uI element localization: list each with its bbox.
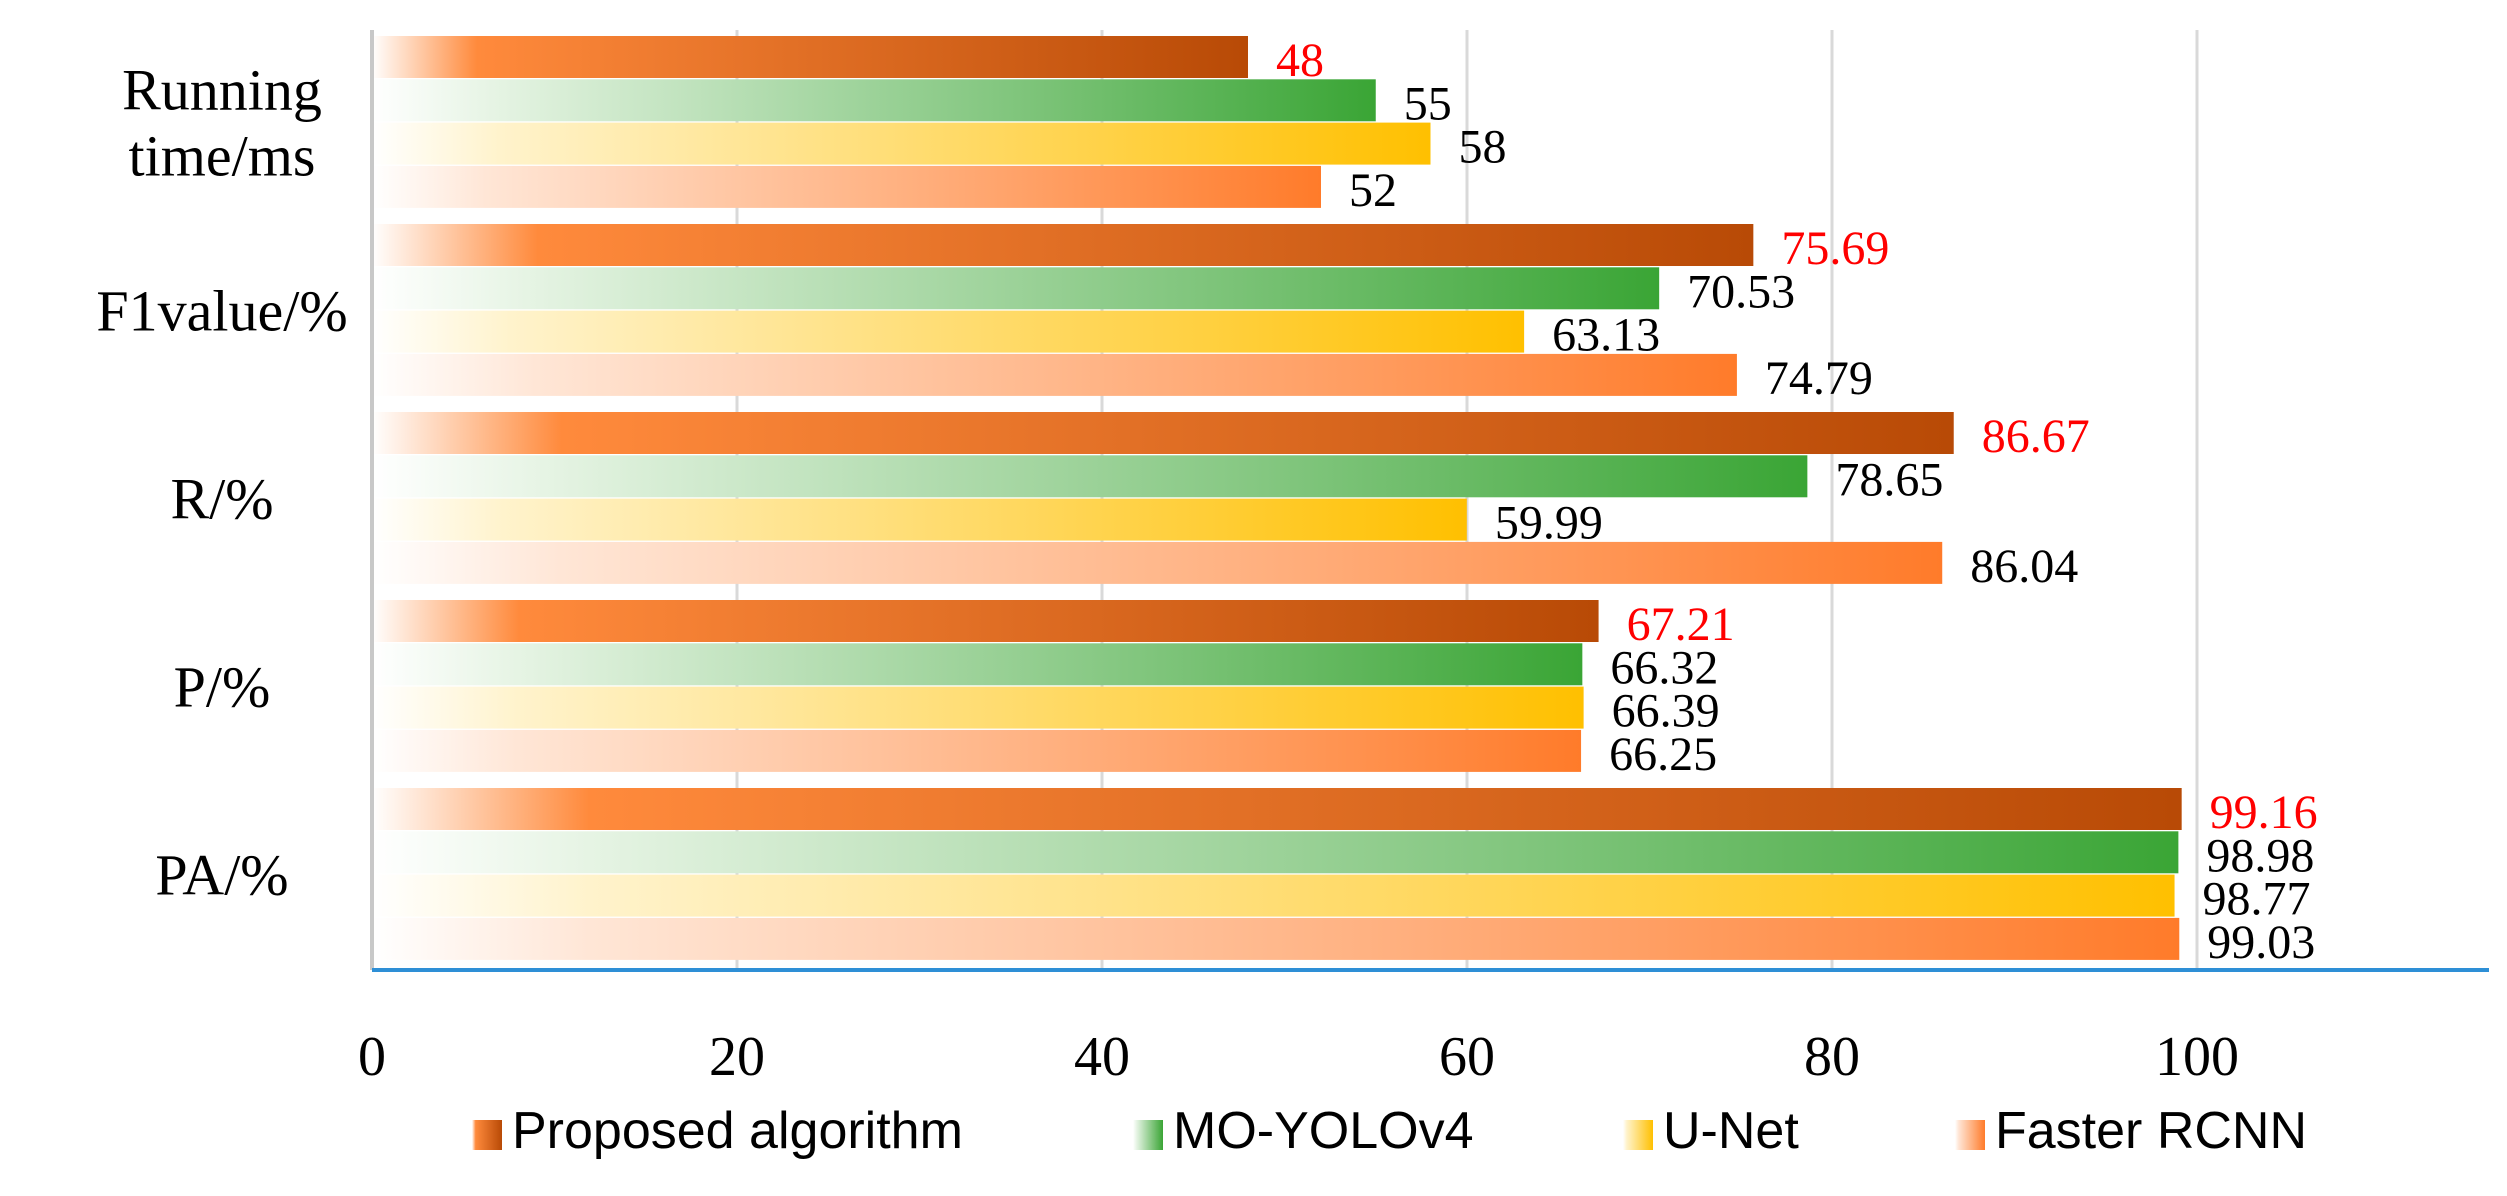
value-label-u-net-p: 66.39 [1612, 685, 1720, 738]
value-label-proposed-algorithm-running-time-ms: 48 [1276, 34, 1324, 87]
category-label-r: R/% [170, 467, 273, 532]
category-label-running-time-ms: Running time/ms [122, 58, 322, 189]
value-label-mo-yolov4-pa: 98.98 [2206, 829, 2314, 882]
value-label-mo-yolov4-r: 78.65 [1835, 453, 1943, 506]
x-tick-label-80: 80 [1804, 1026, 1860, 1088]
value-label-faster-rcnn-pa: 99.03 [2207, 916, 2315, 969]
x-tick-label-40: 40 [1074, 1026, 1130, 1088]
bar-proposed-algorithm-r [372, 412, 1954, 454]
value-label-u-net-f1value: 63.13 [1552, 309, 1660, 362]
bar-mo-yolov4-r [372, 455, 1808, 498]
legend-label-mo-yolov4: MO-YOLOv4 [1173, 1102, 1474, 1160]
bar-faster-rcnn-pa [372, 917, 2180, 960]
x-tick-label-0: 0 [358, 1026, 386, 1088]
value-label-proposed-algorithm-r: 86.67 [1982, 410, 2090, 463]
value-label-proposed-algorithm-p: 67.21 [1627, 598, 1735, 651]
value-label-mo-yolov4-p: 66.32 [1610, 641, 1718, 694]
category-label-pa: PA/% [155, 843, 288, 908]
value-label-faster-rcnn-p: 66.25 [1609, 728, 1717, 781]
bar-faster-rcnn-f1value [372, 353, 1737, 396]
legend: Proposed algorithm MO-YOLOv4 U-Net Faster R… [472, 1102, 2307, 1160]
bar-mo-yolov4-f1value [372, 267, 1660, 310]
bar-proposed-algorithm-f1value [372, 224, 1754, 266]
legend-swatch-u-net [1623, 1120, 1653, 1150]
bar-faster-rcnn-r [372, 541, 1943, 584]
legend-label-u-net: U-Net [1663, 1102, 1799, 1160]
value-label-proposed-algorithm-pa: 99.16 [2210, 786, 2318, 839]
legend-label-faster-rcnn: Faster RCNN [1995, 1102, 2307, 1160]
value-label-faster-rcnn-f1value: 74.79 [1765, 352, 1873, 405]
bar-u-net-r [372, 498, 1467, 541]
legend-swatch-mo-yolov4 [1133, 1120, 1163, 1150]
x-tick-label-100: 100 [2155, 1026, 2239, 1088]
value-label-faster-rcnn-r: 86.04 [1970, 540, 2078, 593]
bar-u-net-p [372, 686, 1584, 729]
category-label-f1value: F1value/% [96, 279, 347, 344]
bar-proposed-algorithm-running-time-ms [372, 36, 1248, 78]
bar-proposed-algorithm-p [372, 600, 1599, 642]
value-label-mo-yolov4-running-time-ms: 55 [1404, 77, 1452, 130]
value-label-u-net-running-time-ms: 58 [1459, 121, 1507, 174]
bar-u-net-running-time-ms [372, 122, 1431, 165]
bar-proposed-algorithm-pa [372, 788, 2182, 830]
bar-mo-yolov4-running-time-ms [372, 79, 1376, 122]
value-label-proposed-algorithm-f1value: 75.69 [1781, 222, 1889, 275]
value-label-faster-rcnn-running-time-ms: 52 [1349, 164, 1397, 217]
value-label-u-net-r: 59.99 [1495, 497, 1603, 550]
legend-label-proposed-algorithm: Proposed algorithm [512, 1102, 963, 1160]
axis-layer: 0 20 40 60 80 100 Running time/ms F1value/% R/% P/… [96, 30, 2489, 1088]
value-label-u-net-pa: 98.77 [2203, 873, 2311, 926]
value-label-mo-yolov4-f1value: 70.53 [1687, 265, 1795, 318]
bar-u-net-pa [372, 874, 2175, 917]
bar-u-net-f1value [372, 310, 1525, 353]
bar-faster-rcnn-p [372, 729, 1582, 772]
legend-swatch-faster-rcnn [1955, 1120, 1985, 1150]
legend-swatch-proposed-algorithm [472, 1120, 502, 1150]
bar-mo-yolov4-pa [372, 831, 2179, 874]
bar-faster-rcnn-running-time-ms [372, 165, 1321, 208]
x-tick-label-20: 20 [709, 1026, 765, 1088]
bar-mo-yolov4-p [372, 643, 1583, 686]
x-tick-label-60: 60 [1439, 1026, 1495, 1088]
bar-layer [372, 36, 2182, 960]
category-label-p: P/% [174, 655, 271, 720]
